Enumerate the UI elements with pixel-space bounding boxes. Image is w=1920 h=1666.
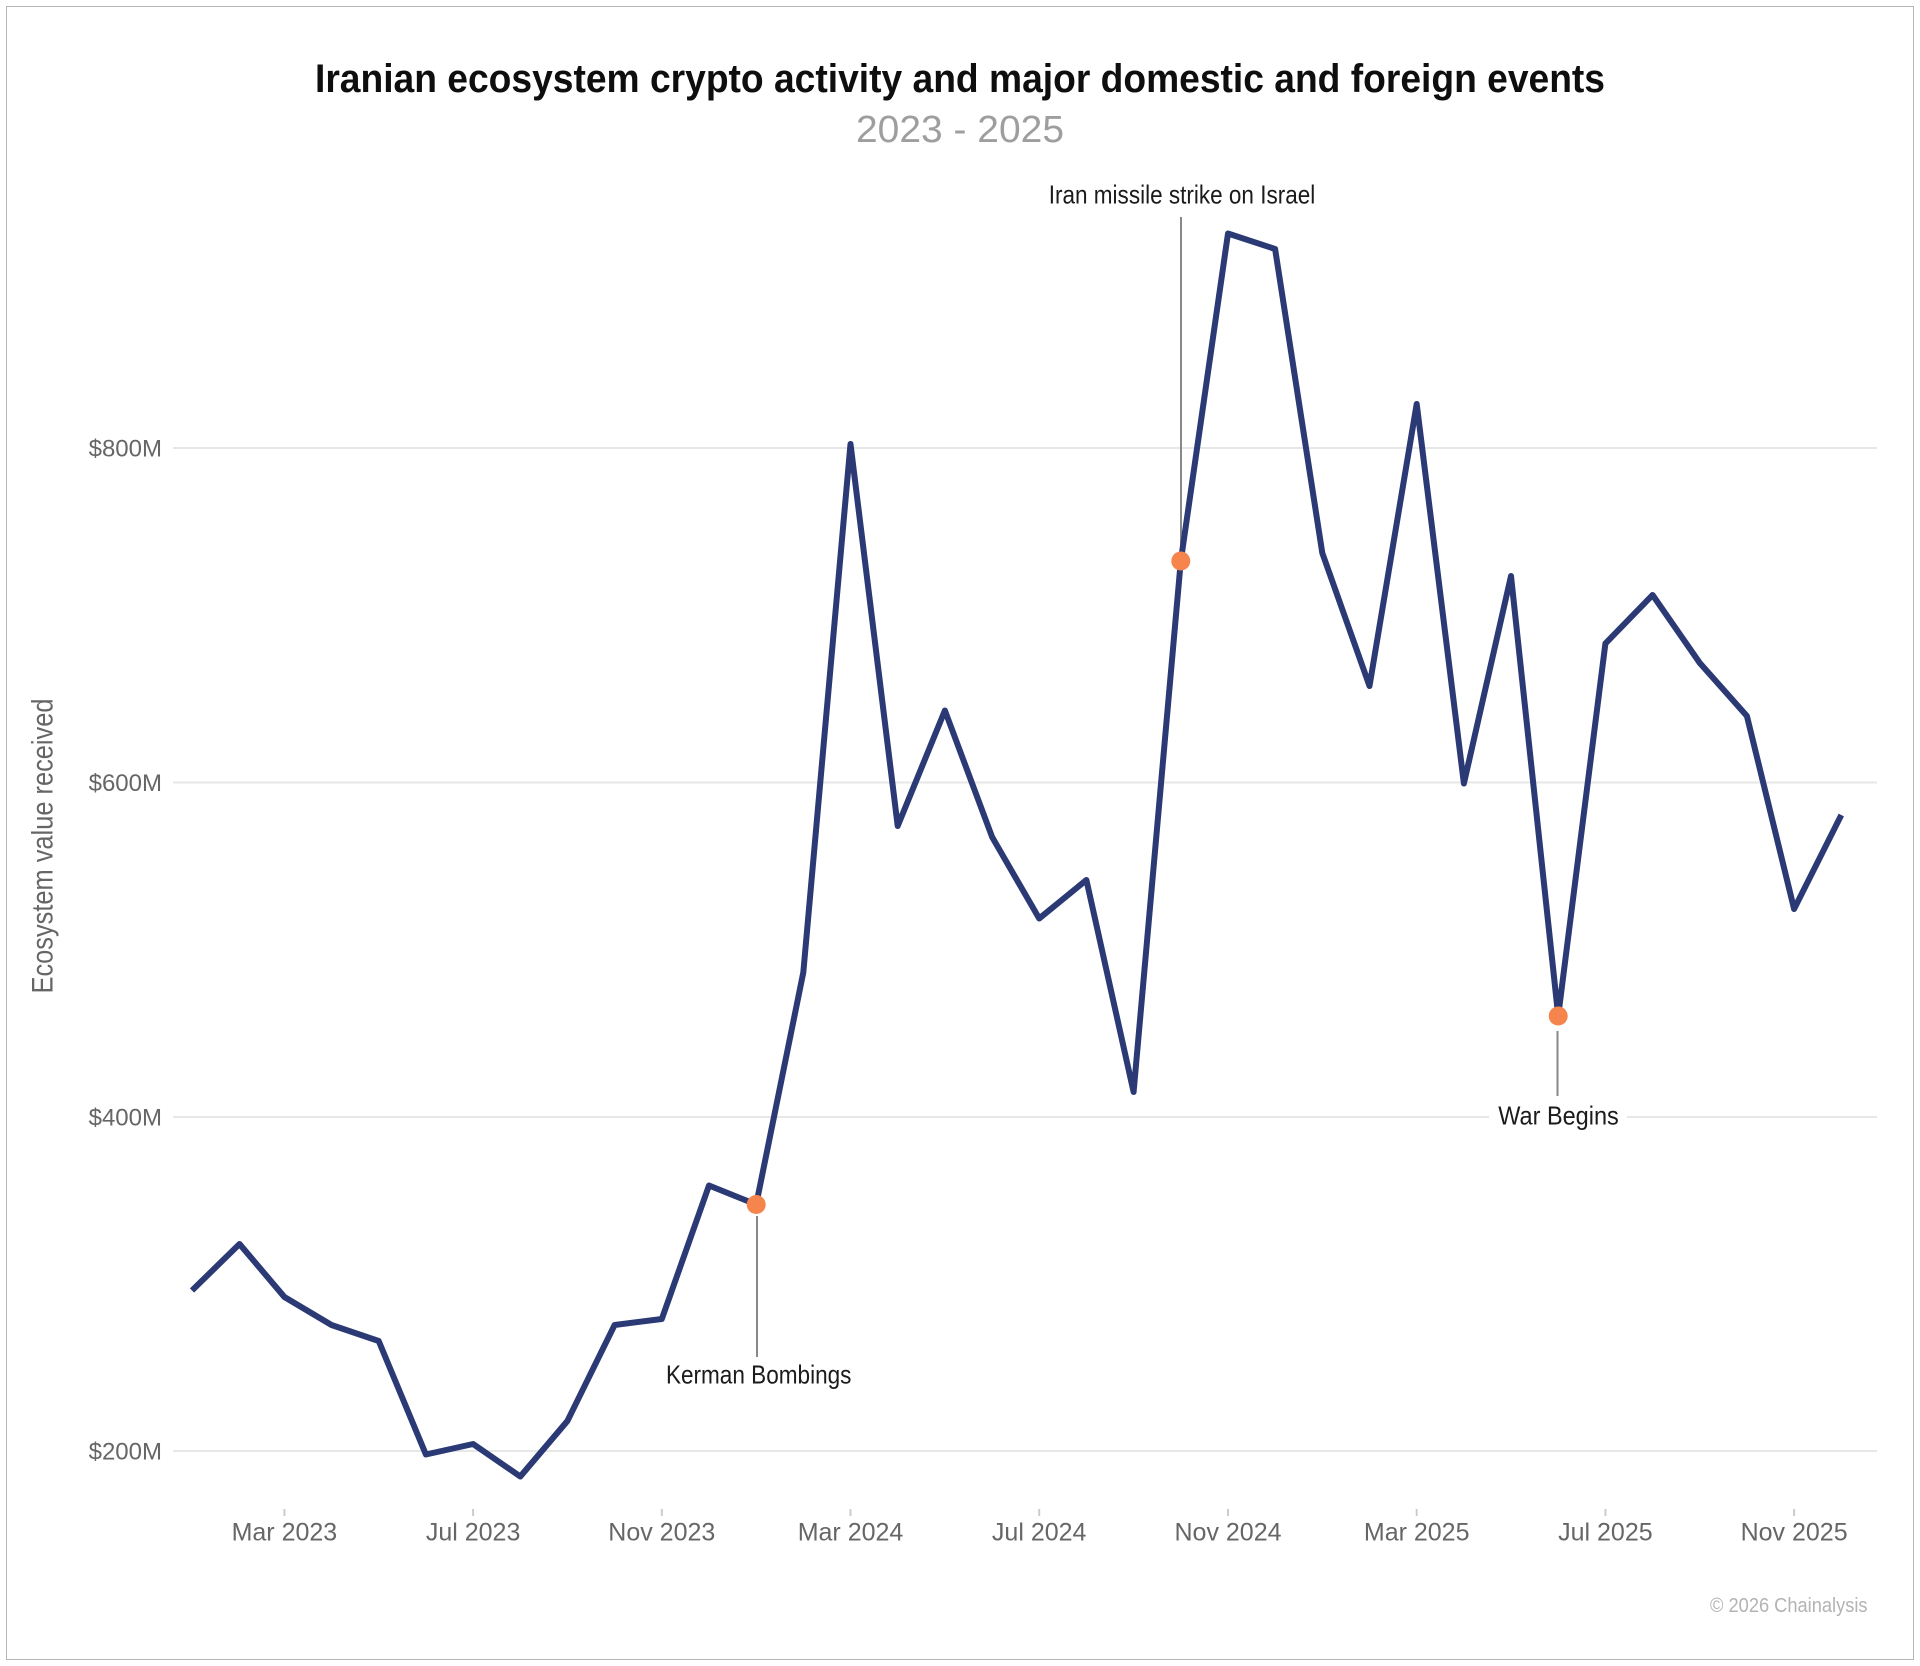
svg-text:Nov 2024: Nov 2024 bbox=[1174, 1519, 1281, 1547]
svg-text:Mar 2024: Mar 2024 bbox=[798, 1519, 904, 1547]
svg-text:Ecosystem value received: Ecosystem value received bbox=[27, 699, 60, 994]
svg-text:$800M: $800M bbox=[89, 436, 162, 463]
svg-text:Jul 2023: Jul 2023 bbox=[426, 1519, 521, 1547]
svg-text:Jul 2024: Jul 2024 bbox=[992, 1519, 1087, 1547]
svg-text:Kerman Bombings: Kerman Bombings bbox=[666, 1360, 852, 1390]
svg-text:Nov 2023: Nov 2023 bbox=[608, 1519, 715, 1547]
svg-text:War Begins: War Begins bbox=[1498, 1101, 1619, 1131]
svg-text:Mar 2025: Mar 2025 bbox=[1364, 1519, 1470, 1547]
svg-text:Iran missile strike on Israel: Iran missile strike on Israel bbox=[1049, 180, 1316, 210]
svg-text:2023 - 2025: 2023 - 2025 bbox=[856, 109, 1064, 151]
svg-text:Mar 2023: Mar 2023 bbox=[232, 1519, 338, 1547]
svg-text:$600M: $600M bbox=[89, 770, 162, 797]
svg-text:Jul 2025: Jul 2025 bbox=[1558, 1519, 1653, 1547]
svg-text:Nov 2025: Nov 2025 bbox=[1741, 1519, 1848, 1547]
svg-text:$200M: $200M bbox=[89, 1439, 162, 1466]
svg-text:$400M: $400M bbox=[89, 1105, 162, 1132]
svg-text:© 2026 Chainalysis: © 2026 Chainalysis bbox=[1710, 1595, 1868, 1617]
svg-text:Iranian ecosystem crypto activ: Iranian ecosystem crypto activity and ma… bbox=[315, 57, 1605, 101]
